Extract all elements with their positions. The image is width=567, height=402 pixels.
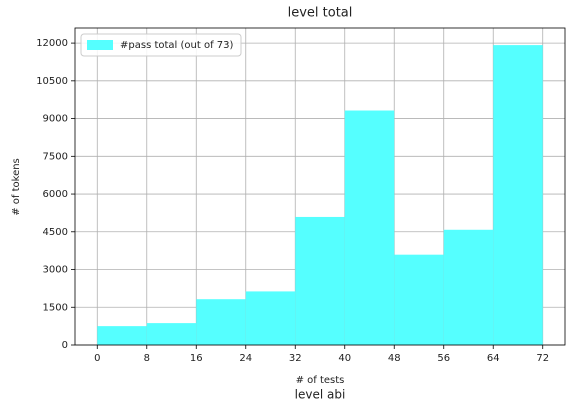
x-tick-label: 8 (144, 353, 150, 364)
x-tick-label: 48 (388, 353, 401, 364)
x-tick-label: 32 (289, 353, 302, 364)
y-tick-label: 0 (62, 340, 68, 351)
chart-title: level total (288, 6, 353, 21)
y-tick-label: 7500 (43, 151, 68, 162)
bar (146, 323, 197, 345)
x-tick-label: 40 (338, 353, 351, 364)
legend-box (80, 33, 242, 57)
y-tick-label: 10500 (36, 76, 68, 87)
y-tick-label: 9000 (43, 114, 68, 125)
bar (245, 291, 296, 345)
x-tick-label: 24 (239, 353, 252, 364)
plot-frame (74, 27, 566, 346)
bar (443, 229, 494, 345)
x-tick-label: 56 (437, 353, 450, 364)
bar (394, 254, 444, 345)
bar (344, 110, 395, 346)
y-tick-label: 1500 (43, 302, 68, 313)
x-axis-label: # of tests (296, 375, 345, 386)
y-tick-label: 12000 (36, 38, 68, 49)
legend-label: #pass total (out of 73) (120, 40, 233, 51)
y-tick-label: 4500 (43, 227, 68, 238)
bar (493, 45, 543, 345)
bar (97, 326, 147, 345)
y-tick-label: 3000 (43, 265, 68, 276)
x-tick-label: 64 (487, 353, 500, 364)
x-tick-label: 0 (94, 353, 100, 364)
x-tick-label: 16 (190, 353, 203, 364)
legend-swatch (87, 40, 113, 50)
bar (295, 216, 345, 345)
caption: level abi (295, 388, 346, 402)
y-axis-label: # of tokens (11, 158, 22, 216)
x-tick-label: 72 (536, 353, 549, 364)
bar (196, 299, 246, 345)
y-tick-label: 6000 (43, 189, 68, 200)
